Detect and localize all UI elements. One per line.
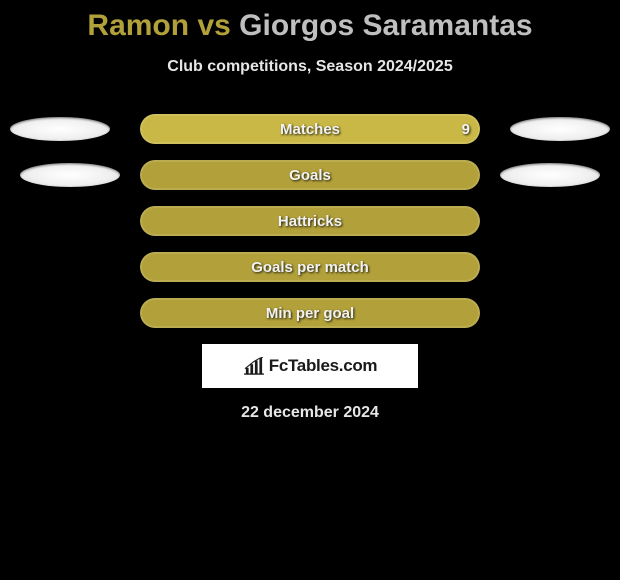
left-value-ellipse: [10, 117, 110, 141]
stat-row-min-per-goal: Min per goal: [0, 298, 620, 328]
right-value-ellipse: [510, 117, 610, 141]
bar-chart-icon: [243, 357, 265, 375]
subtitle: Club competitions, Season 2024/2025: [0, 58, 620, 76]
stat-bar: [140, 252, 480, 282]
stat-row-goals: Goals: [0, 160, 620, 190]
page-title: Ramon vs Giorgos Saramantas: [0, 0, 620, 44]
logo-text: FcTables.com: [269, 356, 378, 376]
stat-bar: [140, 160, 480, 190]
stat-bar: [140, 298, 480, 328]
right-value-ellipse: [500, 163, 600, 187]
stat-bar: [140, 206, 480, 236]
stat-row-hattricks: Hattricks: [0, 206, 620, 236]
stat-row-matches: Matches 9: [0, 114, 620, 144]
player-right-name: Giorgos Saramantas: [239, 9, 532, 42]
title-vs: vs: [197, 9, 230, 42]
stat-bar: [140, 114, 480, 144]
player-left-name: Ramon: [87, 9, 189, 42]
comparison-infographic: Ramon vs Giorgos Saramantas Club competi…: [0, 0, 620, 422]
date-text: 22 december 2024: [0, 404, 620, 422]
logo-box: FcTables.com: [202, 344, 418, 388]
left-value-ellipse: [20, 163, 120, 187]
stat-row-goals-per-match: Goals per match: [0, 252, 620, 282]
stat-rows: Matches 9 Goals Hattricks Goals per matc…: [0, 114, 620, 328]
